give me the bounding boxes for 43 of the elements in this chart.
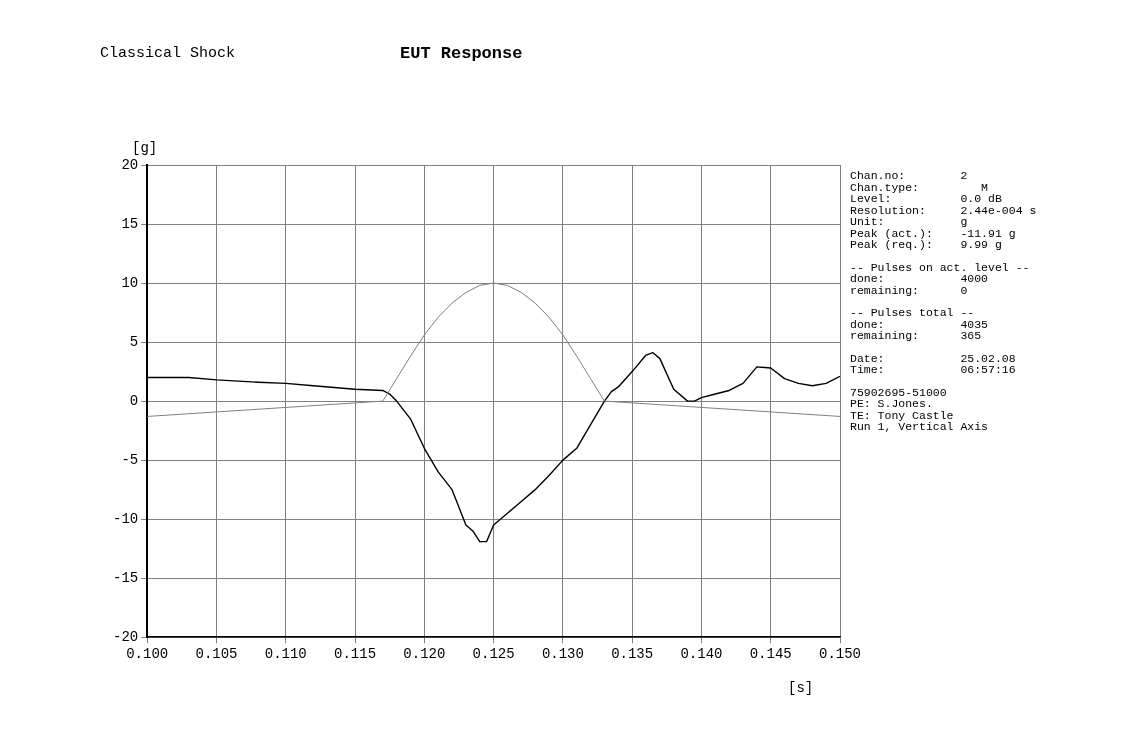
text: TE: Tony Castle — [850, 408, 955, 422]
y-tick-label: 15 — [121, 215, 139, 232]
text: PE: S.Jones. — [850, 397, 934, 410]
x-tick-label: 0.150 — [818, 646, 862, 663]
text: Resolution: 2.44e-004 s — [850, 203, 1037, 217]
y-tick-label: -20 — [112, 628, 139, 645]
y-tick-label: 10 — [121, 274, 139, 291]
y-tick-label: 20 — [121, 156, 139, 173]
x-tick-label: 0.135 — [611, 646, 654, 663]
x-tick-label: 0.110 — [264, 646, 307, 663]
text: Run 1, Vertical Axis — [850, 420, 990, 433]
text: Level: 0.0 dB — [850, 192, 1003, 205]
text: remaining: 0 — [850, 283, 969, 297]
text: remaining: 365 — [850, 329, 983, 342]
x-tick-label: 0.125 — [472, 646, 515, 663]
y-tick-label: -5 — [121, 451, 139, 468]
x-tick-label: 0.120 — [403, 646, 446, 663]
text: Time: 06:57:16 — [850, 363, 1017, 376]
text: 75902695-51000 — [850, 385, 948, 399]
x-tick-label: 0.115 — [334, 646, 377, 663]
y-axis-title: [g] — [132, 140, 158, 156]
x-tick-label: 0.140 — [680, 646, 723, 663]
x-tick-label: 0.145 — [749, 646, 792, 663]
text: Chan.type: M — [850, 180, 990, 194]
chart-subtitle: Classical Shock — [100, 45, 236, 62]
y-tick-label: 0 — [129, 392, 139, 409]
text: Peak (req.): 9.99 g — [850, 238, 1003, 251]
text: -- Pulses on act. level -- — [850, 260, 1031, 274]
y-tick-label: -10 — [112, 510, 139, 527]
y-tick-label: -15 — [112, 569, 139, 586]
text: Date: 25.02.08 — [850, 351, 1017, 365]
text: Unit: g — [850, 215, 969, 228]
y-tick-label: 5 — [129, 333, 139, 350]
text: -- Pulses total -- — [850, 306, 976, 319]
x-axis-title: [s] — [788, 680, 814, 696]
text: Peak (act.): -11.91 g — [850, 226, 1017, 240]
text: done: 4000 — [850, 272, 990, 285]
chart-title: EUT Response — [400, 44, 523, 63]
x-tick-label: 0.105 — [195, 646, 238, 663]
text: Chan.no: 2 — [850, 169, 969, 182]
x-tick-label: 0.100 — [126, 646, 169, 663]
x-tick-label: 0.130 — [541, 646, 584, 663]
text: done: 4035 — [850, 317, 990, 331]
